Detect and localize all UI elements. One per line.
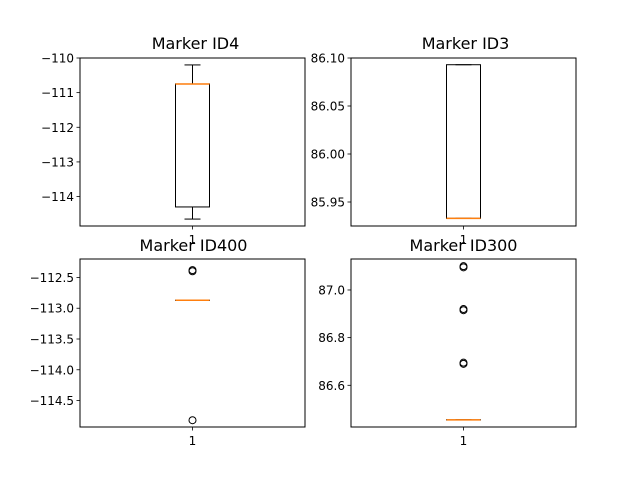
y-tick-label: 85.95 (311, 196, 345, 210)
outlier-point (459, 263, 468, 272)
panel-marker-id4: −110 −111 −112 −113 −114 1 Marker ID4 (41, 34, 306, 247)
x-tick-label: 1 (189, 233, 197, 247)
y-tick-label: 86.05 (311, 100, 345, 114)
y-tick-label: −114.0 (30, 363, 74, 377)
outlier-point (459, 306, 468, 315)
outlier-point (188, 267, 197, 276)
y-tick-label: 86.6 (318, 379, 345, 393)
y-tick-label: −111 (41, 86, 74, 100)
y-tick-label: −114.5 (30, 394, 74, 408)
y-tick-label: 86.00 (311, 148, 345, 162)
y-tick-label: −113.5 (30, 333, 74, 347)
panel-title: Marker ID3 (422, 34, 510, 53)
x-tick-label: 1 (460, 434, 468, 448)
y-tick-label: −110 (41, 52, 74, 66)
y-tick-label: −113.0 (30, 302, 74, 316)
outlier-point (459, 359, 468, 368)
panel-title: Marker ID300 (410, 236, 518, 255)
y-tick-label: −112 (41, 121, 74, 135)
y-tick-label: 86.8 (318, 331, 345, 345)
y-tick-label: −114 (41, 190, 74, 204)
panel-title: Marker ID400 (140, 236, 248, 255)
y-tick-label: 86.10 (311, 52, 345, 66)
x-tick-label: 1 (460, 233, 468, 247)
y-tick-label: −113 (41, 155, 74, 169)
outlier-point (188, 416, 197, 425)
x-tick-label: 1 (189, 434, 197, 448)
y-tick-label: −112.5 (30, 271, 74, 285)
panel-title: Marker ID4 (152, 34, 240, 53)
y-tick-label: 87.0 (318, 283, 345, 297)
panel-marker-id3: 86.10 86.05 86.00 85.95 1 Marker ID3 (311, 34, 577, 247)
